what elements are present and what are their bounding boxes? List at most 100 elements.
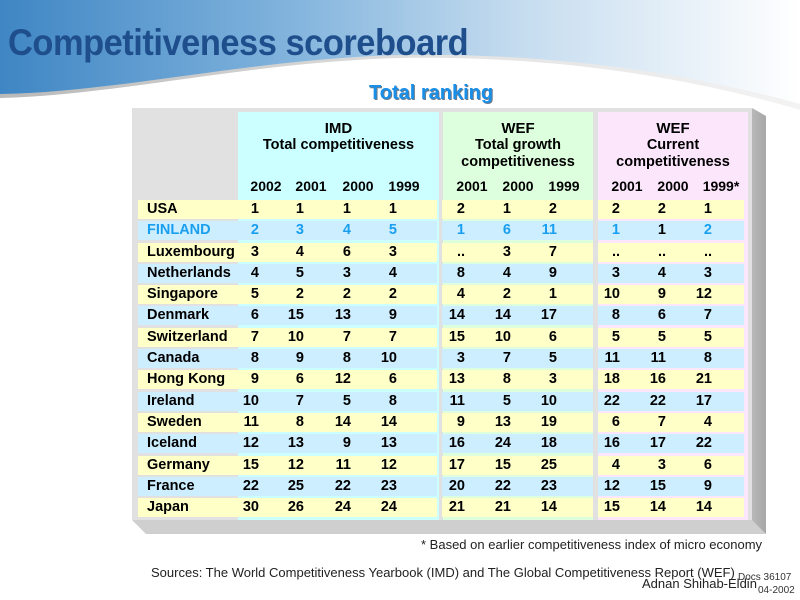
rank-cell-wef-current: 3 (611, 264, 620, 281)
rank-cell-imd: 1 (295, 201, 304, 217)
rank-cell-imd: 5 (250, 286, 259, 303)
rank-cell-imd: 15 (242, 456, 259, 473)
wef-current-group-title: WEF (656, 120, 690, 137)
row-band (442, 242, 593, 262)
row-band (442, 498, 593, 518)
rank-cell-wef-growth: 15 (494, 456, 511, 473)
rank-cell-wef-current: .. (657, 243, 666, 260)
row-band (442, 349, 593, 369)
table-row: Germany 15 12 11 12 17 15 25 4 3 6 (138, 455, 744, 476)
rank-cell-wef-growth: 17 (540, 307, 557, 324)
row-band (598, 498, 744, 518)
sources-note: Sources: The World Competitiveness Yearb… (151, 565, 735, 580)
rank-cell-imd: 14 (334, 413, 351, 430)
country-name: Luxembourg (147, 243, 235, 260)
rank-cell-imd: 22 (242, 477, 259, 494)
card-edge-bottom (132, 520, 766, 534)
row-band (442, 434, 593, 454)
wef-current-group-subtitle-line1: Current (646, 137, 700, 153)
rank-cell-wef-current: 22 (649, 392, 666, 409)
rank-cell-imd: 3 (388, 243, 397, 260)
rank-cell-imd: 10 (380, 350, 397, 367)
rank-cell-imd: 6 (342, 243, 351, 260)
row-band (598, 349, 744, 369)
rank-cell-wef-growth: 2 (456, 201, 465, 217)
year-header: 2000 (657, 178, 689, 194)
rank-cell-wef-current: 15 (603, 499, 620, 516)
rank-cell-wef-growth: 11 (449, 392, 465, 409)
rank-cell-imd: 7 (342, 328, 351, 345)
rank-cell-wef-growth: 9 (548, 264, 557, 281)
rank-cell-imd: 13 (380, 435, 397, 452)
rank-cell-wef-growth: 10 (494, 328, 511, 345)
rank-cell-wef-growth: 18 (540, 435, 557, 452)
rank-cell-wef-current: 22 (695, 435, 712, 452)
row-band (442, 391, 593, 411)
rank-cell-wef-current: 22 (603, 392, 620, 409)
rank-cell-imd: 8 (388, 392, 397, 409)
rank-cell-wef-current: 2 (703, 222, 712, 239)
rank-cell-wef-current: 18 (603, 371, 620, 388)
rank-cell-wef-growth: 15 (448, 328, 465, 345)
country-name: Denmark (147, 307, 210, 324)
rank-cell-wef-growth: 24 (494, 435, 511, 452)
rank-cell-wef-current: 1 (611, 222, 620, 239)
row-band (442, 221, 593, 241)
rank-cell-imd: 22 (334, 477, 351, 494)
rank-cell-wef-current: 7 (657, 413, 666, 430)
rank-cell-wef-current: 10 (603, 286, 620, 303)
rank-cell-wef-current: 11 (604, 350, 620, 367)
rank-cell-wef-current: 8 (703, 350, 712, 367)
rank-cell-imd: 6 (388, 371, 397, 388)
rank-cell-imd: 3 (295, 222, 304, 239)
header-banner (0, 0, 800, 110)
doc-date: 04-2002 (758, 585, 795, 596)
rank-cell-wef-current: 11 (650, 350, 666, 367)
country-name: Germany (147, 456, 210, 473)
rank-cell-wef-current: 21 (695, 371, 712, 388)
year-header: 2002 (250, 178, 282, 194)
rank-cell-wef-current: .. (703, 243, 712, 260)
rank-cell-wef-current: 17 (649, 435, 666, 452)
country-name: Singapore (147, 286, 218, 303)
rank-cell-wef-current: 9 (703, 477, 712, 494)
wef-current-group-header: WEF Current competitiveness (598, 120, 748, 171)
rank-cell-imd: 30 (242, 499, 259, 516)
rank-cell-wef-growth: 21 (448, 499, 465, 516)
rank-cell-wef-growth: 11 (541, 222, 557, 239)
rank-cell-imd: 9 (250, 371, 259, 388)
rank-cell-wef-growth: 6 (502, 222, 511, 239)
rank-cell-wef-current: 12 (695, 286, 712, 303)
rank-cell-imd: 7 (295, 392, 304, 409)
rank-cell-wef-current: 8 (611, 307, 620, 324)
rank-cell-wef-growth: 3 (456, 350, 465, 367)
table-row: Switzerland 7 10 7 7 15 10 6 5 5 5 (138, 327, 744, 348)
rank-cell-imd: 4 (250, 264, 259, 281)
year-header: 2000 (342, 178, 374, 194)
rank-cell-wef-current: 3 (703, 264, 712, 281)
rank-cell-imd: 13 (287, 435, 304, 452)
row-band (598, 327, 744, 347)
year-header: 2001 (295, 178, 327, 194)
rank-cell-wef-current: 6 (657, 307, 666, 324)
rank-cell-imd: 1 (250, 201, 259, 217)
year-header: 2001 (611, 178, 643, 194)
table-row: France 22 25 22 23 20 22 23 12 15 9 (138, 476, 744, 497)
rank-cell-wef-current: 5 (657, 328, 666, 345)
rank-cell-imd: 14 (380, 413, 397, 430)
country-name: Switzerland (147, 328, 228, 345)
country-name: FINLAND (147, 222, 211, 239)
country-name: France (147, 477, 195, 494)
rank-cell-imd: 12 (287, 456, 304, 473)
table-row: Singapore 5 2 2 2 4 2 1 10 9 12 (138, 284, 744, 305)
rank-cell-wef-growth: 9 (456, 413, 465, 430)
country-name: Japan (147, 499, 189, 516)
rank-cell-imd: 10 (242, 392, 259, 409)
row-band (598, 285, 744, 305)
rank-cell-imd: 5 (388, 222, 397, 239)
row-band (138, 221, 437, 241)
table-body: USA 1 1 1 1 2 1 2 2 2 1 FINLAND 2 3 4 5 1 6 11 1 1 2 Luxembour… (138, 199, 744, 518)
row-band (442, 370, 593, 390)
rank-cell-wef-growth: 3 (502, 243, 511, 260)
rank-cell-wef-current: 9 (657, 286, 666, 303)
